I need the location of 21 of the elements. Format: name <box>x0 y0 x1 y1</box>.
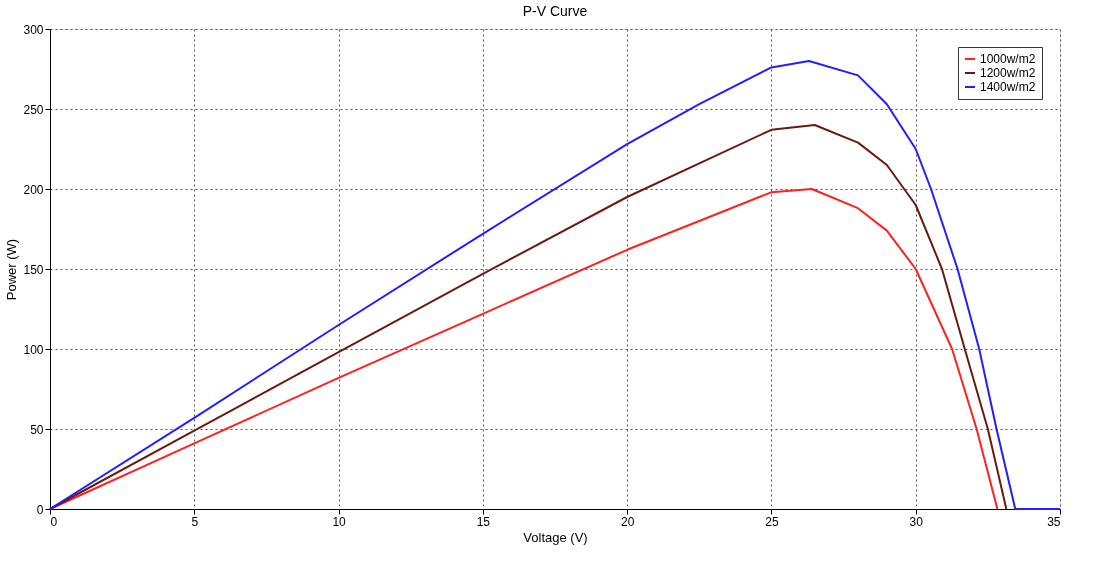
y-tick-label: 0 <box>36 502 44 517</box>
y-axis-title: Power (W) <box>4 238 20 301</box>
x-tick-label: 35 <box>1047 514 1061 529</box>
y-tick-label: 250 <box>23 102 44 117</box>
y-tick-label: 200 <box>23 182 44 197</box>
y-tick-label: 100 <box>23 342 44 357</box>
y-tick-label: 150 <box>23 262 44 277</box>
chart-title: P-V Curve <box>522 3 588 19</box>
x-axis-title: Voltage (V) <box>523 529 588 545</box>
x-tick-label: 10 <box>332 514 347 529</box>
legend-label: 1200w/m2 <box>980 66 1036 80</box>
legend-label: 1000w/m2 <box>980 52 1036 66</box>
x-tick-label: 15 <box>476 514 491 529</box>
y-tick-label: 300 <box>23 22 44 37</box>
x-tick-label: 20 <box>620 514 635 529</box>
y-tick-label: 50 <box>30 422 44 437</box>
x-tick-label: 25 <box>765 514 779 529</box>
legend-label: 1400w/m2 <box>980 80 1036 94</box>
x-tick-label: 5 <box>191 514 199 529</box>
x-tick-label: 30 <box>909 514 924 529</box>
x-tick-label: 0 <box>50 514 58 529</box>
